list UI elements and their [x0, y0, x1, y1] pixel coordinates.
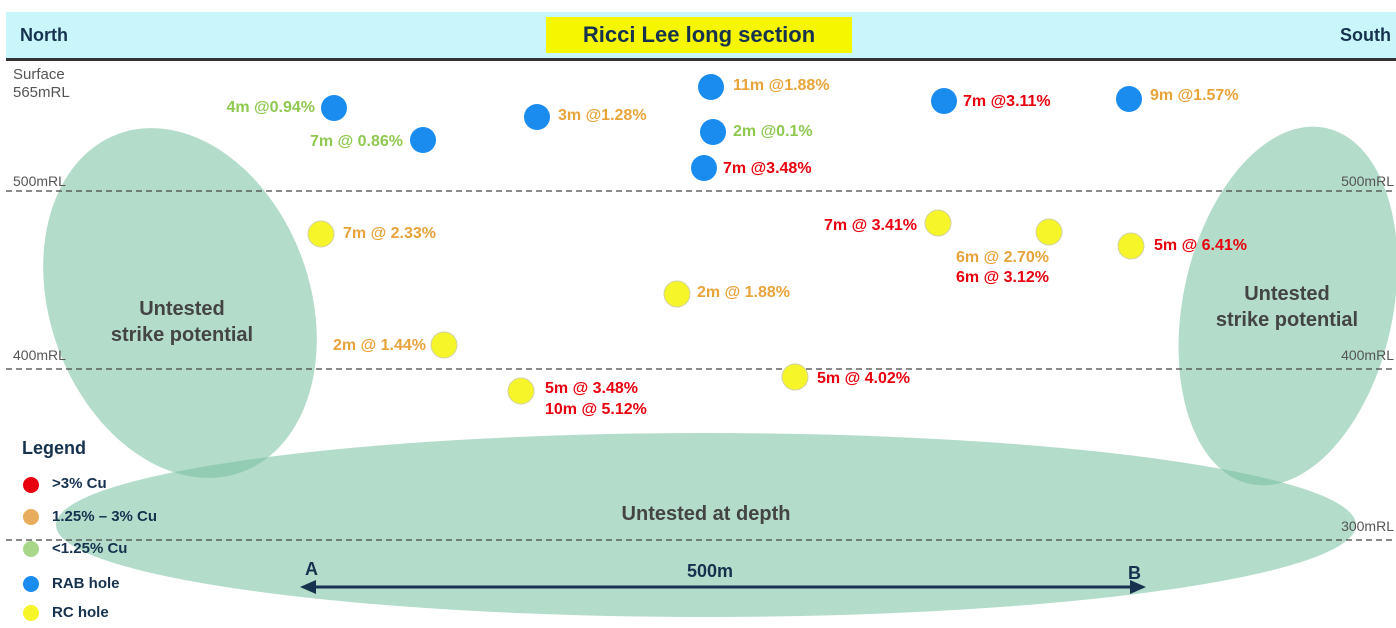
rab-intercept-6: 7m @3.48%: [723, 160, 812, 177]
rab-intercept-8: 9m @1.57%: [1150, 87, 1239, 104]
surface-rl-label: 565mRL: [13, 84, 70, 101]
rab-intercept-5: 2m @0.1%: [733, 123, 813, 140]
rc-hole-8: [1117, 232, 1145, 260]
rc-hole-1: [307, 220, 335, 248]
rc-hole-4: [663, 280, 691, 308]
scale-end-label: B: [1128, 563, 1141, 583]
rc-intercept-2: 2m @ 1.44%: [333, 337, 426, 354]
south-zone-label-line2: strike potential: [1215, 309, 1359, 331]
diagram-title: Ricci Lee long section: [582, 22, 816, 47]
rab-intercept-1: 4m @0.94%: [226, 99, 315, 116]
scale-arrow-right: [1130, 580, 1146, 594]
untested-south-zone: [1178, 126, 1396, 486]
legend-label-mid: 1.25% – 3% Cu: [52, 508, 158, 525]
rl-400-left: 400mRL: [13, 347, 66, 363]
rc-hole-6: [924, 209, 952, 237]
rab-hole-2: [410, 127, 436, 153]
rc-hole-5: [781, 363, 809, 391]
legend-marker-mid: [23, 509, 39, 525]
rab-hole-6: [691, 155, 717, 181]
rc-intercept-3a: 5m @ 3.48%: [545, 380, 638, 397]
legend-marker-high: [23, 477, 39, 493]
legend-title: Legend: [22, 438, 87, 458]
legend-label-rc: RC hole: [52, 604, 109, 621]
rab-intercept-7: 7m @3.11%: [963, 93, 1051, 110]
untested-depth-zone: [56, 433, 1356, 617]
rc-hole-7: [1035, 218, 1063, 246]
south-zone-label-line1: Untested: [1244, 283, 1330, 305]
rc-intercept-6: 7m @ 3.41%: [824, 217, 917, 234]
title-highlight: [546, 17, 852, 53]
rc-hole-3: [507, 377, 535, 405]
scale-start-label: A: [305, 559, 318, 579]
rl-400-right: 400mRL: [1341, 347, 1394, 363]
legend-marker-rc: [23, 605, 39, 621]
rab-intercept-3: 3m @1.28%: [558, 107, 647, 124]
rab-intercept-2: 7m @ 0.86%: [310, 133, 403, 150]
surface-label: Surface: [13, 66, 65, 83]
rab-hole-7: [931, 88, 957, 114]
legend-label-high: >3% Cu: [52, 475, 107, 492]
depth-zone-label: Untested at depth: [621, 503, 791, 525]
rc-intercept-8: 5m @ 6.41%: [1154, 237, 1247, 254]
rab-intercept-4: 11m @1.88%: [733, 77, 830, 94]
rab-hole-5: [700, 119, 726, 145]
rl-300-right: 300mRL: [1341, 518, 1394, 534]
rc-intercept-7a: 6m @ 2.70%: [956, 249, 1049, 266]
scale-distance-label: 500m: [686, 561, 734, 581]
rab-hole-3: [524, 104, 550, 130]
north-zone-label-line2: strike potential: [110, 324, 254, 346]
north-label: North: [20, 25, 68, 45]
rc-hole-2: [430, 331, 458, 359]
legend-marker-rab: [23, 576, 39, 592]
legend-label-low: <1.25% Cu: [52, 540, 128, 557]
rab-hole-1: [321, 95, 347, 121]
rab-hole-8: [1116, 86, 1142, 112]
rl-500-right: 500mRL: [1341, 173, 1394, 189]
rc-intercept-1: 7m @ 2.33%: [343, 225, 436, 242]
legend-label-rab: RAB hole: [52, 575, 120, 592]
legend-marker-low: [23, 541, 39, 557]
untested-north-zone: [43, 128, 317, 478]
rab-hole-4: [698, 74, 724, 100]
rc-intercept-5: 5m @ 4.02%: [817, 370, 910, 387]
header-rule: [6, 58, 1396, 61]
rc-intercept-4: 2m @ 1.88%: [697, 284, 790, 301]
rc-intercept-7b: 6m @ 3.12%: [956, 269, 1049, 286]
rl-500-left: 500mRL: [13, 173, 66, 189]
north-zone-label-line1: Untested: [139, 298, 225, 320]
south-label: South: [1340, 25, 1391, 45]
scale-arrow-left: [300, 580, 316, 594]
rc-intercept-3b: 10m @ 5.12%: [545, 401, 647, 418]
